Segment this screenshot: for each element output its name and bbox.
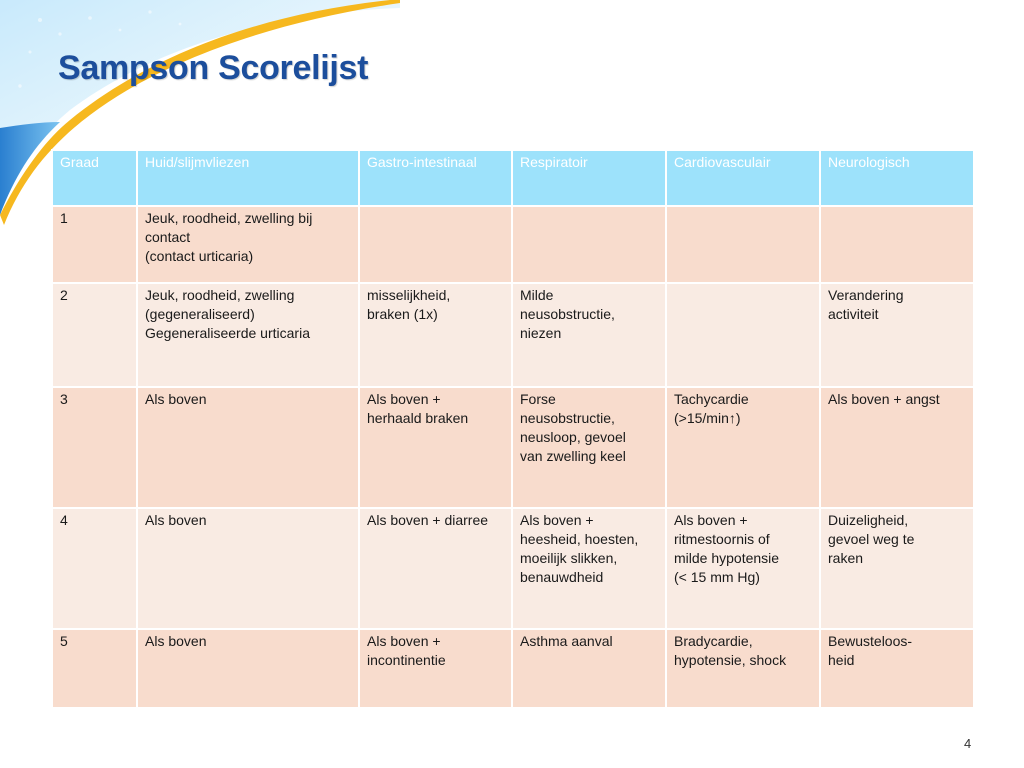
cell-neurologisch: Verandering activiteit xyxy=(819,282,975,388)
cell-huid-slijmvliezen: Jeuk, roodheid, zwelling bij contact (co… xyxy=(136,205,360,284)
sampson-score-table: Graad Huid/slijmvliezen Gastro-intestina… xyxy=(51,149,975,709)
table-row: 4 Als boven Als boven + diarree Als bove… xyxy=(51,507,975,630)
header-huid-slijmvliezen: Huid/slijmvliezen xyxy=(136,149,360,207)
cell-neurologisch: Duizeligheid, gevoel weg te raken xyxy=(819,507,975,630)
cell-huid-slijmvliezen: Jeuk, roodheid, zwelling (gegeneraliseer… xyxy=(136,282,360,388)
cell-cardiovasculair: Tachycardie (>15/min↑) xyxy=(665,386,821,509)
cell-gastro-intestinaal: Als boven + herhaald braken xyxy=(358,386,513,509)
page-number: 4 xyxy=(964,736,972,751)
cell-graad: 4 xyxy=(51,507,138,630)
cell-respiratoir: Milde neusobstructie, niezen xyxy=(511,282,667,388)
cell-respiratoir xyxy=(511,205,667,284)
cell-respiratoir: Forse neusobstructie, neusloop, gevoel v… xyxy=(511,386,667,509)
cell-gastro-intestinaal: Als boven + incontinentie xyxy=(358,628,513,709)
table-row: 1 Jeuk, roodheid, zwelling bij contact (… xyxy=(51,205,975,284)
cell-huid-slijmvliezen: Als boven xyxy=(136,386,360,509)
cell-cardiovasculair: Bradycardie, hypotensie, shock xyxy=(665,628,821,709)
cell-graad: 5 xyxy=(51,628,138,709)
cell-graad: 1 xyxy=(51,205,138,284)
cell-huid-slijmvliezen: Als boven xyxy=(136,507,360,630)
header-gastro-intestinaal: Gastro-intestinaal xyxy=(358,149,513,207)
cell-gastro-intestinaal: Als boven + diarree xyxy=(358,507,513,630)
header-neurologisch: Neurologisch xyxy=(819,149,975,207)
cell-huid-slijmvliezen: Als boven xyxy=(136,628,360,709)
cell-neurologisch: Als boven + angst xyxy=(819,386,975,509)
cell-cardiovasculair xyxy=(665,282,821,388)
cell-gastro-intestinaal: misselijkheid, braken (1x) xyxy=(358,282,513,388)
cell-gastro-intestinaal xyxy=(358,205,513,284)
slide-title: Sampson Scorelijst xyxy=(58,49,369,87)
table-row: 2 Jeuk, roodheid, zwelling (gegeneralise… xyxy=(51,282,975,388)
table-row: 5 Als boven Als boven + incontinentie As… xyxy=(51,628,975,709)
cell-neurologisch: Bewusteloos- heid xyxy=(819,628,975,709)
cell-graad: 2 xyxy=(51,282,138,388)
cell-graad: 3 xyxy=(51,386,138,509)
table-row: 3 Als boven Als boven + herhaald braken … xyxy=(51,386,975,509)
header-cardiovasculair: Cardiovasculair xyxy=(665,149,821,207)
header-respiratoir: Respiratoir xyxy=(511,149,667,207)
cell-respiratoir: Als boven + heesheid, hoesten, moeilijk … xyxy=(511,507,667,630)
header-graad: Graad xyxy=(51,149,138,207)
cell-cardiovasculair xyxy=(665,205,821,284)
cell-neurologisch xyxy=(819,205,975,284)
corner-decoration xyxy=(0,0,400,225)
table-header-row: Graad Huid/slijmvliezen Gastro-intestina… xyxy=(51,149,975,207)
cell-cardiovasculair: Als boven + ritmestoornis of milde hypot… xyxy=(665,507,821,630)
cell-respiratoir: Asthma aanval xyxy=(511,628,667,709)
